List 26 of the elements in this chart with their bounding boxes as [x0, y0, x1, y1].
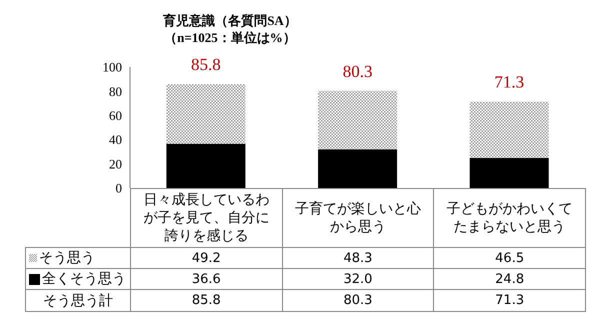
data-label: 36.6 [130, 268, 282, 290]
data-label: 24.8 [434, 268, 586, 290]
data-label: 48.3 [282, 248, 434, 268]
data-label: 32.0 [282, 268, 434, 290]
text: 80.3 [344, 293, 372, 308]
text: 71.3 [495, 293, 524, 308]
y-tick-label: 0 [116, 180, 122, 196]
data-label: 46.5 [434, 248, 586, 268]
total-label: 71.3 [494, 72, 524, 92]
y-tick-label: 40 [109, 132, 122, 148]
text: そう思う計 [26, 290, 130, 312]
total-label: 80.3 [342, 62, 372, 81]
y-tick-label: 20 [109, 156, 122, 172]
data-label: 49.2 [130, 248, 282, 268]
total-label: 85.8 [191, 55, 221, 74]
x-tick-label: 日々成長しているわが子を見て、自分に誇りを感じる [130, 188, 282, 248]
chart-title: 育児意識（各質問SA） [162, 12, 298, 29]
y-tick-label: 80 [109, 84, 122, 99]
y-tick-label: 100 [102, 60, 122, 75]
legend-label: そう思う [26, 248, 130, 268]
x-tick-label: 子どもがかわいくてたまらないと思う [434, 188, 586, 248]
x-tick-label: 子育てが楽しいと心から思う [282, 188, 434, 248]
chart-subtitle: （n=1025：単位は%） [163, 29, 297, 46]
legend-label: 全くそう思う [26, 268, 130, 290]
text: 85.8 [192, 293, 221, 308]
y-tick-label: 60 [109, 108, 122, 124]
